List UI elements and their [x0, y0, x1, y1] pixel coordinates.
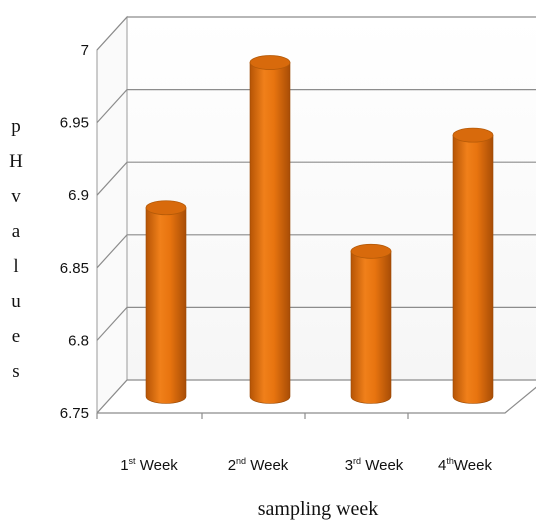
- bar: [350, 243, 392, 404]
- y-tick-label: 6.9: [68, 187, 89, 204]
- y-tick-label: 6.95: [60, 115, 89, 132]
- bar: [249, 55, 291, 404]
- y-label-letter: p: [11, 116, 21, 137]
- bar: [452, 127, 494, 404]
- y-tick-label: 7: [81, 42, 89, 59]
- x-category-label: 1st Week: [120, 456, 178, 474]
- x-category-label: 2nd Week: [228, 456, 289, 474]
- y-label-letter: u: [11, 291, 21, 312]
- side-wall: [96, 15, 128, 415]
- back-wall: [127, 17, 536, 380]
- x-axis-categories: 1st Week 2nd Week 3rd Week 4thWeek: [120, 456, 492, 474]
- x-category-label: 4thWeek: [438, 456, 492, 474]
- y-tick-label: 6.75: [60, 405, 89, 422]
- y-label-letter: e: [12, 326, 20, 347]
- y-axis: 6.75 6.8 6.85 6.9 6.95 7: [60, 42, 536, 422]
- bar: [145, 200, 187, 404]
- x-axis-label: sampling week: [258, 498, 379, 520]
- y-label-letter: s: [12, 361, 19, 382]
- y-tick-label: 6.8: [68, 332, 89, 349]
- floor-edge: [97, 386, 536, 414]
- gridline: [96, 306, 536, 341]
- gridline: [96, 88, 536, 124]
- gridline: [96, 16, 536, 51]
- y-tick-label: 6.85: [60, 260, 89, 277]
- gridlines: [96, 16, 536, 414]
- x-category-label: 3rd Week: [345, 456, 404, 474]
- y-label-letter: a: [12, 221, 21, 242]
- bars: [145, 55, 494, 404]
- y-label-letter: l: [13, 256, 18, 277]
- chart-walls: [96, 15, 536, 415]
- gridline: [96, 379, 536, 414]
- y-label-letter: v: [11, 186, 21, 207]
- y-label-letter: H: [9, 151, 23, 172]
- gridline: [96, 161, 536, 196]
- gridline: [96, 234, 536, 269]
